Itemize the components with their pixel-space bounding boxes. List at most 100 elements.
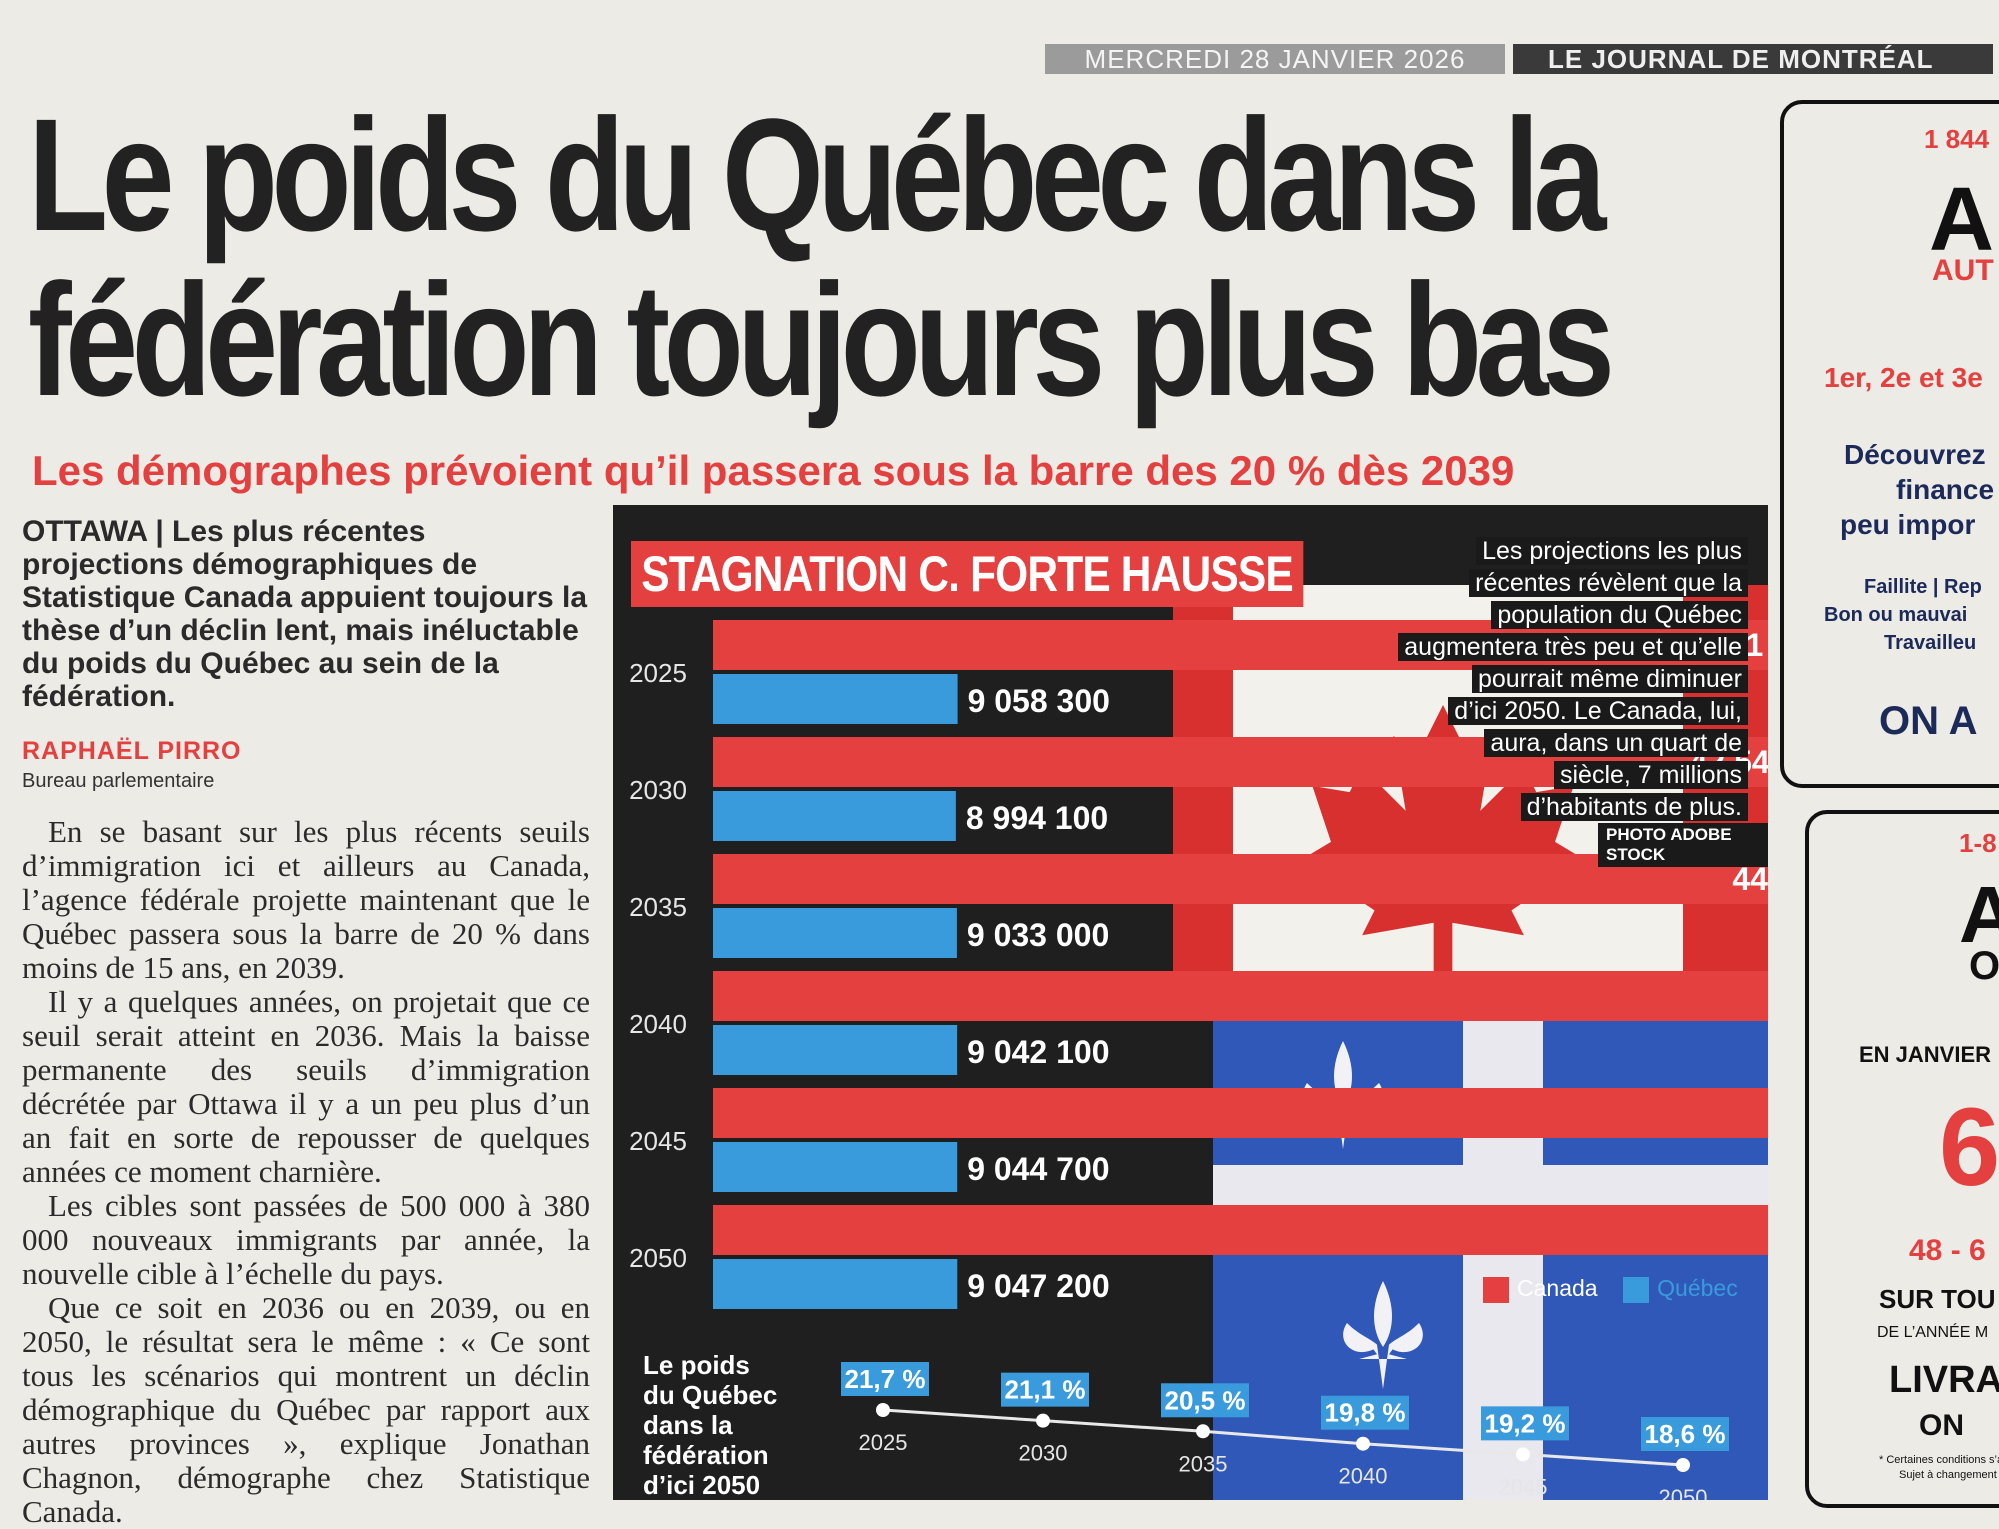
fleur-de-lis-icon bbox=[1343, 1281, 1423, 1389]
chart-legend: Canada Québec bbox=[1483, 1275, 1738, 1303]
ad-big-number: 6 bbox=[1939, 1086, 1999, 1209]
newspaper-name: LE JOURNAL DE MONTRÉAL bbox=[1513, 44, 1993, 74]
weight-label-box bbox=[1321, 1395, 1409, 1430]
legend-label-quebec: Québec bbox=[1657, 1275, 1738, 1301]
ad-line: Découvrez bbox=[1844, 439, 1986, 470]
weight-label: 18,6 % bbox=[1645, 1419, 1726, 1449]
bar-label-quebec: 9 058 300 bbox=[968, 683, 1110, 719]
year-label: 2040 bbox=[629, 1009, 687, 1039]
bar-label-quebec: 9 044 700 bbox=[967, 1151, 1109, 1187]
ad-top[interactable]: 1 844 A AUT 1er, 2e et 3e Découvrez fina… bbox=[1780, 100, 1999, 788]
caption-line: siècle, 7 millions bbox=[1553, 761, 1748, 789]
bar-canada bbox=[713, 1205, 1768, 1255]
caption-line: population du Québec bbox=[1491, 601, 1748, 629]
weight-year-label: 2025 bbox=[859, 1430, 908, 1455]
caption-line: Les projections les plus bbox=[1476, 537, 1748, 565]
weight-label: 19,8 % bbox=[1325, 1398, 1406, 1428]
bar-label-canada: 44 129 000 bbox=[1732, 861, 1768, 897]
weight-line-segment bbox=[1202, 1429, 1364, 1446]
legend-swatch-quebec bbox=[1623, 1276, 1650, 1303]
article-paragraph: En se basant sur les plus récents seuils… bbox=[22, 814, 590, 985]
weight-line-segment bbox=[882, 1408, 1044, 1423]
ad-phone: 1-8 bbox=[1959, 828, 1997, 858]
year-label: 2030 bbox=[629, 775, 687, 805]
headline-line-2: fédération toujours plus bas bbox=[28, 250, 1615, 429]
caption-line: récentes révèlent que la bbox=[1469, 569, 1748, 597]
bar-canada bbox=[713, 1088, 1768, 1138]
bar-canada bbox=[713, 854, 1768, 904]
header-date: MERCREDI 28 JANVIER 2026 bbox=[1045, 44, 1505, 74]
weight-point bbox=[1676, 1458, 1690, 1472]
ad-fine-print: * Certaines conditions s’appli bbox=[1879, 1454, 1999, 1466]
ad-ranks: 1er, 2e et 3e bbox=[1824, 362, 1983, 393]
ad-small-line: Travailleu bbox=[1884, 632, 1977, 654]
bar-quebec bbox=[713, 1259, 958, 1309]
ad-small-line: Bon ou mauvai bbox=[1824, 604, 1968, 626]
weight-label: 19,2 % bbox=[1485, 1408, 1566, 1438]
weight-label: 20,5 % bbox=[1165, 1385, 1246, 1415]
maple-leaf-icon bbox=[1299, 705, 1587, 985]
ad-fine-print: Sujet à changement san bbox=[1899, 1469, 1999, 1481]
weight-point bbox=[1356, 1436, 1370, 1451]
weight-label-box bbox=[841, 1362, 929, 1396]
byline-role: Bureau parlementaire bbox=[22, 770, 215, 792]
year-label: 2025 bbox=[629, 658, 687, 688]
ad-phone: 1 844 bbox=[1924, 124, 1990, 154]
bar-quebec bbox=[713, 1025, 958, 1075]
weight-label-box bbox=[1001, 1372, 1089, 1407]
ad-sub-letter: O bbox=[1969, 944, 1999, 988]
bar-label-quebec: 8 994 100 bbox=[966, 800, 1108, 836]
legend-swatch-canada bbox=[1483, 1276, 1509, 1303]
photo-credit: PHOTO ADOBE STOCK bbox=[1598, 823, 1768, 867]
bar-label-quebec: 9 033 000 bbox=[967, 917, 1109, 953]
byline-author: RAPHAËL PIRRO bbox=[22, 737, 242, 765]
year-label: 2045 bbox=[629, 1126, 687, 1156]
ad-cta: ON A bbox=[1879, 699, 1978, 743]
weight-year-label: 2045 bbox=[1499, 1474, 1548, 1499]
weight-title-line: d’ici 2050 bbox=[643, 1470, 761, 1500]
weight-point bbox=[1036, 1413, 1050, 1428]
ad-red-word: AUT bbox=[1932, 254, 1994, 287]
bar-label-quebec: 9 047 200 bbox=[967, 1268, 1109, 1304]
article-paragraph: Il y a quelques années, on projetait que… bbox=[22, 984, 590, 1189]
ad-big-letter: A bbox=[1959, 870, 1999, 959]
headline-line-1: Le poids du Québec dans la bbox=[28, 85, 1606, 264]
caption-line: augmentera très peu et qu’elle bbox=[1398, 633, 1748, 661]
year-label: 2035 bbox=[629, 892, 687, 922]
ad-month: EN JANVIER bbox=[1859, 1042, 1992, 1067]
weight-label-box bbox=[1161, 1383, 1249, 1418]
ad-sur: SUR TOU bbox=[1879, 1284, 1996, 1314]
weight-line-segment bbox=[1362, 1442, 1524, 1456]
ad-line: finance bbox=[1896, 474, 1995, 505]
photo-caption: Les projections les plus récentes révèlen… bbox=[1338, 535, 1748, 823]
weight-year-label: 2050 bbox=[1659, 1485, 1708, 1500]
caption-line: pourrait même diminuer bbox=[1472, 665, 1748, 693]
weight-point bbox=[1196, 1424, 1210, 1439]
bar-canada bbox=[713, 971, 1768, 1021]
weight-year-label: 2035 bbox=[1179, 1451, 1228, 1476]
ad-bottom[interactable]: 1-8 A O EN JANVIER 6 48 - 6 SUR TOU DE L… bbox=[1805, 810, 1999, 1508]
ad-range: 48 - 6 bbox=[1909, 1234, 1986, 1267]
caption-line: aura, dans un quart de bbox=[1484, 729, 1748, 757]
weight-line-segment bbox=[1042, 1419, 1204, 1433]
weight-chart-title: Le poids du Québec dans la fédération d’ici … bbox=[643, 1350, 823, 1500]
ad-year-line: DE L’ANNÉE M bbox=[1877, 1324, 1989, 1341]
weight-title-line: fédération bbox=[643, 1440, 769, 1470]
chart-title: STAGNATION C. FORTE HAUSSE bbox=[631, 541, 1304, 607]
bar-quebec bbox=[713, 791, 956, 841]
caption-line: d’habitants de plus. bbox=[1520, 793, 1748, 821]
weight-label: 21,1 % bbox=[1005, 1375, 1086, 1405]
bar-quebec bbox=[713, 674, 958, 724]
article-paragraph: Les cibles sont passées de 500 000 à 380… bbox=[22, 1188, 590, 1291]
subheadline: Les démographes prévoient qu’il passera … bbox=[32, 447, 1515, 494]
year-label: 2050 bbox=[629, 1243, 687, 1273]
article-body: En se basant sur les plus récents seuils… bbox=[22, 815, 590, 1529]
weight-year-label: 2030 bbox=[1019, 1441, 1068, 1466]
ad-line: peu impor bbox=[1840, 509, 1976, 540]
article-paragraph: Que ce soit en 2036 ou en 2039, ou en 20… bbox=[22, 1290, 590, 1529]
ad-on: ON bbox=[1919, 1409, 1964, 1442]
ad-big-letter: A bbox=[1929, 170, 1994, 270]
weight-year-label: 2040 bbox=[1339, 1464, 1388, 1489]
weight-title-line: Le poids bbox=[643, 1350, 750, 1380]
weight-title-line: dans la bbox=[643, 1410, 733, 1440]
